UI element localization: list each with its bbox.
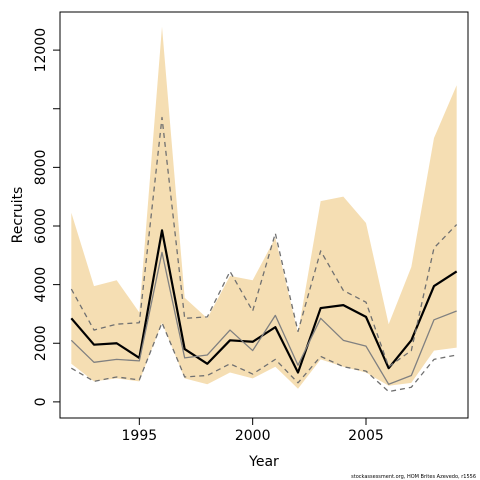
series-line-4	[71, 322, 457, 393]
plot-area	[70, 26, 458, 393]
x-tick-label: 2000	[235, 428, 271, 444]
x-tick-label: 1995	[122, 428, 158, 444]
credit-text: stockassessment.org, HOM Brites Azevedo,…	[351, 474, 476, 480]
y-tick-label: 6000	[33, 208, 49, 244]
y-axis-label: Recruits	[10, 187, 26, 244]
y-tick-label: 2000	[33, 325, 49, 361]
y-tick-label: 8000	[33, 150, 49, 186]
x-axis: 1995 2000 2005	[71, 417, 457, 444]
y-axis: 0 2000 4000 6000 8000 12000	[33, 28, 61, 406]
x-tick-label: 2005	[348, 428, 384, 444]
y-tick-label: 12000	[33, 28, 49, 73]
y-tick-label: 4000	[33, 267, 49, 303]
y-tick-label: 0	[33, 397, 49, 406]
confidence-band	[71, 26, 457, 389]
series-line-3	[70, 116, 458, 368]
x-axis-label: Year	[248, 454, 279, 470]
series-line-2	[70, 251, 457, 385]
